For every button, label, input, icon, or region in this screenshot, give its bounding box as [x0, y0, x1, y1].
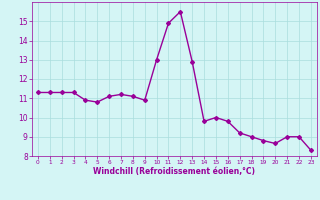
X-axis label: Windchill (Refroidissement éolien,°C): Windchill (Refroidissement éolien,°C) [93, 167, 255, 176]
